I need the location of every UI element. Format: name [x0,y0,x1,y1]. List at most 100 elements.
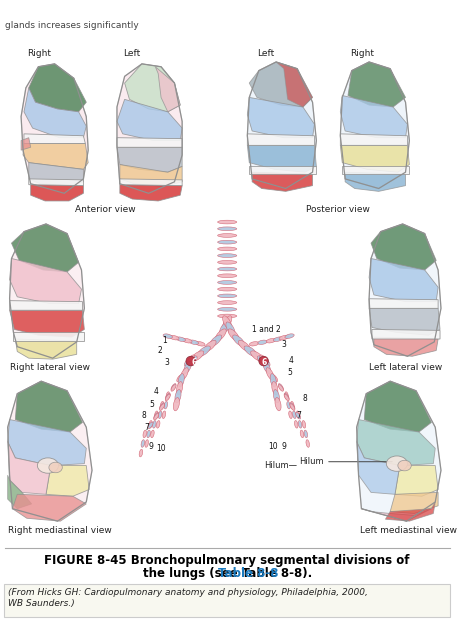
Ellipse shape [304,430,308,438]
Ellipse shape [186,356,196,366]
Polygon shape [340,62,410,188]
Ellipse shape [141,440,145,447]
Text: 6: 6 [261,358,266,367]
Ellipse shape [149,420,152,428]
Ellipse shape [154,413,159,419]
Ellipse shape [218,281,237,284]
Ellipse shape [223,316,232,330]
Ellipse shape [218,267,237,271]
Polygon shape [120,185,182,201]
Ellipse shape [251,351,264,362]
Polygon shape [23,143,88,169]
Ellipse shape [156,420,160,428]
Ellipse shape [284,393,289,400]
Ellipse shape [160,401,164,409]
Ellipse shape [165,393,170,400]
Text: 8: 8 [141,411,146,420]
Polygon shape [8,381,92,521]
Polygon shape [155,67,180,112]
Polygon shape [369,258,438,301]
Ellipse shape [164,401,168,409]
Text: 7: 7 [297,411,301,420]
Polygon shape [11,224,79,272]
Ellipse shape [184,356,197,367]
Ellipse shape [302,420,306,428]
Polygon shape [21,64,88,193]
Ellipse shape [182,339,192,343]
Ellipse shape [196,341,205,346]
Ellipse shape [218,301,237,305]
Ellipse shape [175,389,181,403]
Ellipse shape [158,411,162,418]
Text: 4: 4 [154,387,159,396]
Ellipse shape [278,384,283,390]
Polygon shape [356,420,435,466]
Polygon shape [120,164,182,186]
Ellipse shape [139,449,143,457]
Ellipse shape [177,375,182,382]
Polygon shape [348,62,406,107]
Ellipse shape [285,392,288,399]
Polygon shape [15,339,77,359]
Ellipse shape [228,329,239,341]
Ellipse shape [300,430,304,438]
Ellipse shape [171,385,176,391]
Polygon shape [369,224,441,356]
Ellipse shape [183,362,191,374]
Polygon shape [249,62,312,107]
Text: 1 and 2: 1 and 2 [252,325,281,334]
Ellipse shape [215,329,226,341]
Polygon shape [12,494,86,521]
Polygon shape [9,224,84,358]
Ellipse shape [176,382,182,395]
Polygon shape [31,185,83,201]
Polygon shape [8,475,32,509]
Ellipse shape [37,458,58,473]
Text: Right: Right [350,49,374,58]
Ellipse shape [181,368,188,380]
Polygon shape [29,162,83,186]
Ellipse shape [290,403,295,410]
Polygon shape [9,258,82,303]
Polygon shape [117,147,182,172]
Text: 2: 2 [158,346,163,355]
Ellipse shape [292,411,296,418]
Polygon shape [372,329,440,339]
Ellipse shape [218,240,237,244]
Ellipse shape [386,456,408,471]
Ellipse shape [284,394,289,401]
Polygon shape [21,138,31,150]
Ellipse shape [296,413,301,419]
Ellipse shape [143,430,146,438]
Polygon shape [365,381,431,432]
Ellipse shape [306,440,310,447]
Text: Right: Right [27,49,51,58]
Ellipse shape [176,337,185,341]
Ellipse shape [291,401,294,409]
Ellipse shape [259,356,268,366]
Text: 7: 7 [144,423,149,432]
Text: 1: 1 [163,336,167,346]
Polygon shape [8,420,86,466]
Polygon shape [247,62,316,188]
Polygon shape [117,64,182,193]
Ellipse shape [153,420,156,428]
Ellipse shape [263,362,271,374]
Text: 3: 3 [282,340,286,349]
Ellipse shape [249,342,259,346]
Text: Table 8-8: Table 8-8 [218,567,279,580]
Text: FIGURE 8-45 Bronchopulmonary segmental divisions of: FIGURE 8-45 Bronchopulmonary segmental d… [45,554,410,567]
Ellipse shape [187,355,195,367]
Polygon shape [371,224,436,270]
Ellipse shape [296,411,300,418]
Ellipse shape [398,460,411,471]
Ellipse shape [226,322,235,336]
Ellipse shape [275,398,281,411]
Polygon shape [29,64,86,112]
Text: Left: Left [123,49,140,58]
Ellipse shape [218,294,237,298]
Ellipse shape [145,440,148,447]
Ellipse shape [260,355,267,367]
Polygon shape [29,179,83,186]
Text: Right mediastinal view: Right mediastinal view [8,526,111,535]
